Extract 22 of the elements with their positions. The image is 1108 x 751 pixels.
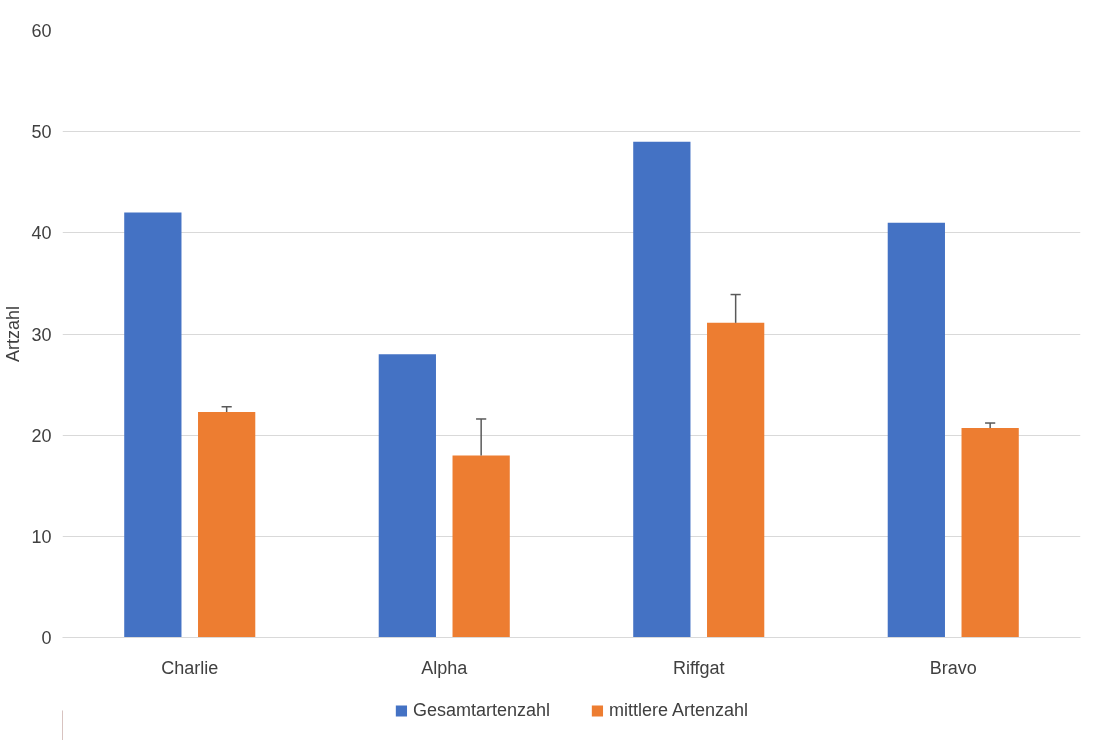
y-axis-title: Artzahl <box>3 305 24 363</box>
bar <box>378 354 436 638</box>
y-tick-label: 50 <box>31 122 52 143</box>
legend-label: mittlere Artenzahl <box>609 699 749 721</box>
bar <box>707 322 765 638</box>
y-tick-label: 60 <box>31 21 52 41</box>
bar <box>633 141 691 638</box>
x-tick-label: Riffgat <box>672 657 725 678</box>
y-tick-label: 20 <box>31 425 52 446</box>
y-tick-label: 10 <box>31 526 52 547</box>
bar <box>887 222 945 638</box>
x-tick-label: Bravo <box>929 657 977 678</box>
legend-label: Gesamtartenzahl <box>412 699 551 721</box>
y-tick-label: 30 <box>31 324 52 345</box>
bar <box>198 411 256 638</box>
bar <box>124 212 182 638</box>
y-tick-label: 40 <box>31 223 52 244</box>
y-tick-label: 0 <box>41 628 52 648</box>
x-tick-label: Charlie <box>161 657 219 678</box>
bar <box>452 455 510 638</box>
bar <box>961 428 1019 638</box>
x-tick-label: Alpha <box>421 657 469 678</box>
